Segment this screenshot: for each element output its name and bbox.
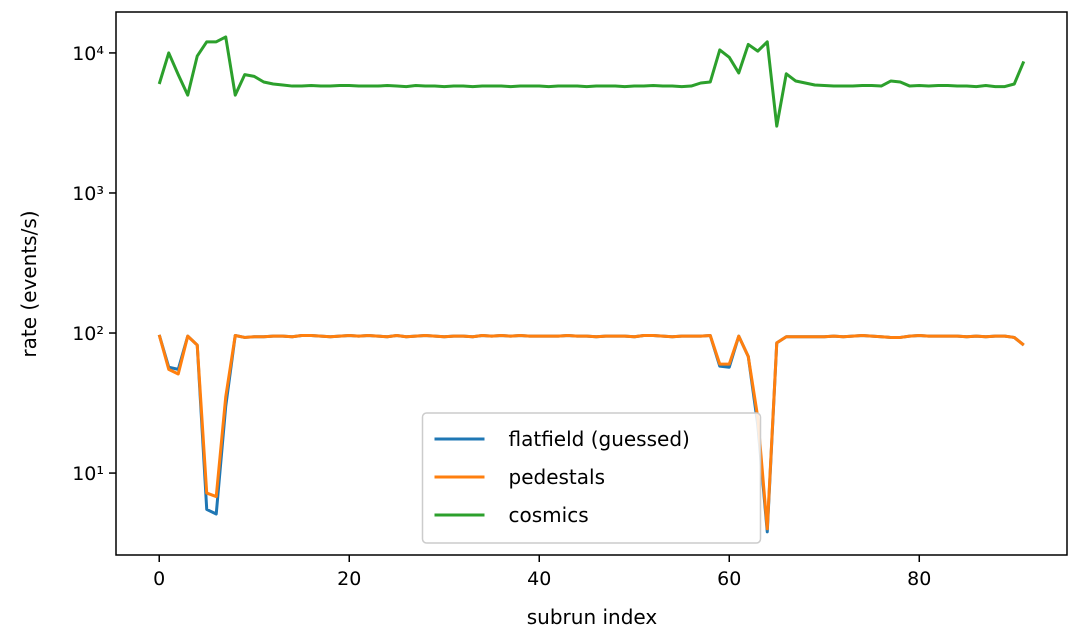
legend-label: cosmics (509, 503, 589, 527)
legend-box (421, 412, 762, 544)
y-tick-label: 10² (72, 323, 104, 345)
x-tick-label: 80 (907, 568, 931, 590)
plot-frame (115, 11, 1068, 556)
x-tick-label: 0 (153, 568, 165, 590)
x-tick-label: 20 (337, 568, 361, 590)
y-tick-label: 10³ (72, 183, 104, 205)
x-axis-label: subrun index (527, 605, 658, 629)
legend-label: pedestals (509, 465, 606, 489)
y-tick-label: 10⁴ (72, 43, 104, 65)
y-tick-label: 10¹ (72, 463, 104, 485)
series-line (157, 35, 1026, 128)
y-axis-label: rate (events/s) (17, 210, 41, 357)
series-line (157, 334, 1025, 531)
x-tick-label: 60 (717, 568, 741, 590)
legend-label: flatfield (guessed) (509, 427, 690, 451)
x-tick-label: 40 (527, 568, 551, 590)
